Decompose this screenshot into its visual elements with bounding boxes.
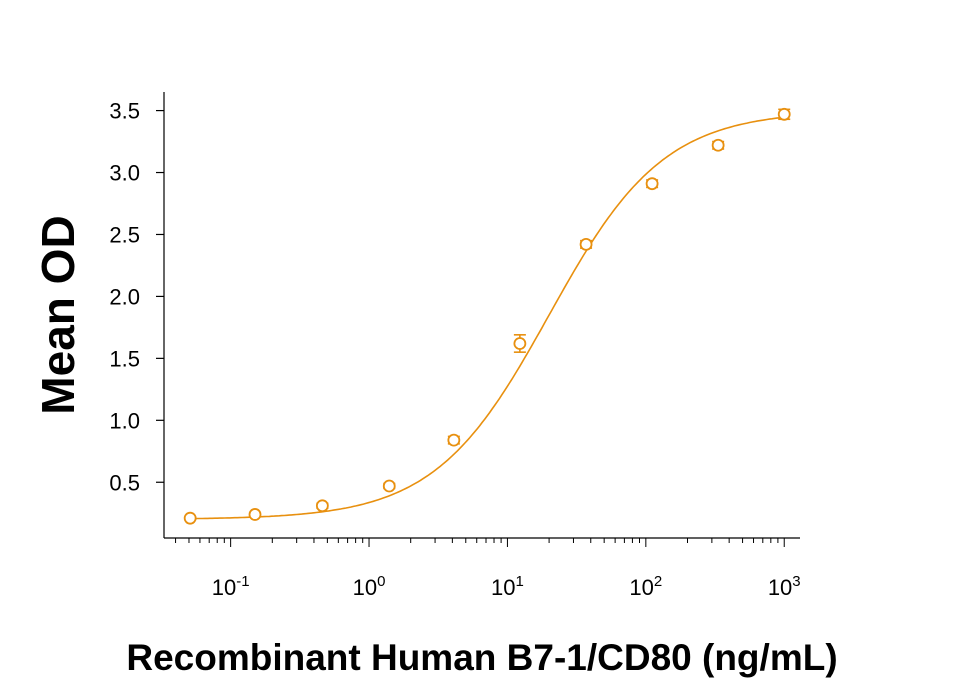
data-point [645,177,659,191]
y-tick-label: 1.5 [109,346,140,371]
x-tick-label: 103 [768,573,801,600]
y-axis-label: Mean OD [32,215,84,414]
tick-labels: 0.5 1.0 1.5 2.0 2.5 3.0 3.5 10-1 100 101 102 103 [109,99,800,600]
axes [156,92,800,547]
fit-curve [190,116,785,520]
data-point [777,107,791,121]
data-point [513,337,527,350]
x-tick-label: 100 [353,573,386,600]
data-point [315,499,329,513]
data-point [579,237,593,251]
data-point [248,508,262,521]
data-point [447,433,461,447]
x-tick-label: 101 [491,573,524,600]
data-point [711,138,725,152]
data-point [382,479,396,493]
x-tick-label: 10-1 [212,573,250,600]
x-axis-label: Recombinant Human B7-1/CD80 (ng/mL) [126,637,837,678]
y-tick-label: 2.0 [109,284,140,309]
y-tick-label: 2.5 [109,222,140,247]
y-tick-label: 1.0 [109,408,140,433]
y-tick-label: 3.0 [109,161,140,186]
data-point [183,511,197,525]
plot-area [183,107,791,525]
y-tick-label: 3.5 [109,99,140,124]
x-tick-label: 102 [629,573,662,600]
y-tick-label: 0.5 [109,470,140,495]
